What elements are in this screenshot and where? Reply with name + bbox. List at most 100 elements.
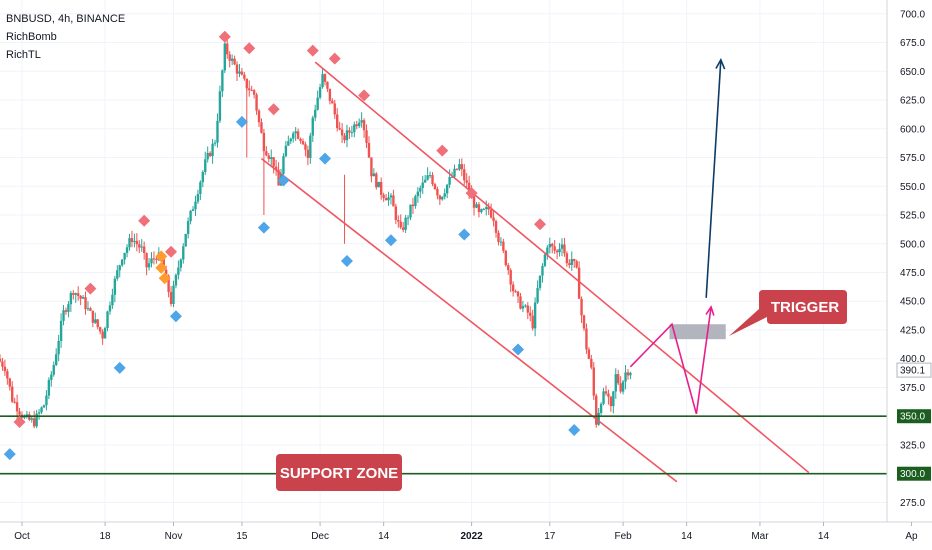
candle-body (438, 195, 442, 200)
candle-body (228, 54, 231, 61)
candle-body (230, 58, 234, 61)
candle-body (267, 155, 270, 159)
candle-body (477, 204, 481, 213)
candle-body (69, 293, 73, 305)
candle-body (541, 265, 544, 276)
candle-body (553, 246, 556, 251)
candle-body (94, 319, 97, 323)
candle-body (101, 331, 104, 339)
price-tick-label: 325.0 (900, 440, 925, 451)
candle-body (265, 151, 268, 156)
candle-body (194, 201, 197, 210)
support-lines (0, 415, 887, 475)
candle-body (135, 240, 139, 245)
candle-body (96, 319, 99, 328)
candle-body (375, 173, 378, 188)
candle-body (204, 159, 207, 172)
candle-body (108, 305, 112, 312)
candle-body (328, 88, 332, 101)
price-tick-label: 700.0 (900, 9, 925, 20)
price-tick-label: 425.0 (900, 325, 925, 336)
candle-body (167, 275, 170, 293)
candle-body (621, 381, 625, 392)
target-arrow-line (705, 59, 722, 298)
candle-body (507, 265, 510, 271)
support-price-tag-box (897, 409, 931, 424)
candle-body (521, 306, 525, 309)
legend-indicator-richtl[interactable]: RichTL (6, 49, 41, 61)
candle-body (604, 391, 608, 394)
candle-body (152, 258, 156, 260)
legend-symbol[interactable]: BNBUSD, 4h, BINANCE (6, 13, 126, 25)
candle-body (23, 416, 26, 418)
candle-body (551, 243, 554, 247)
top-signal-marker (165, 245, 178, 258)
candle-body (270, 157, 273, 159)
bottom-signal-marker (3, 448, 16, 461)
candle-body (182, 246, 185, 260)
top-signal-marker (267, 103, 280, 116)
top-signal-marker (306, 44, 319, 57)
trigger-zone-box (669, 324, 726, 340)
candle-body (590, 358, 593, 368)
candle-body (196, 194, 200, 202)
time-axis-background (0, 522, 932, 550)
support-callout-label: SUPPORT ZONE (280, 465, 398, 482)
support-callout-shape (276, 454, 402, 491)
candle-body (111, 294, 114, 306)
top-signal-marker (465, 187, 478, 200)
candle-body (499, 241, 503, 243)
candle-body (458, 164, 461, 170)
price-tick-label: 625.0 (900, 96, 925, 107)
top-signal-marker (436, 144, 449, 157)
bottom-signal-marker (512, 343, 525, 356)
candle-body (529, 312, 532, 316)
candle-body (489, 209, 493, 218)
candle-body (128, 238, 131, 248)
candle-body (184, 234, 187, 247)
candle-body (384, 197, 388, 201)
candle-body (287, 141, 290, 146)
candle-body (599, 403, 603, 413)
candle-body (47, 379, 51, 396)
legend-indicator-richbomb[interactable]: RichBomb (6, 31, 57, 43)
candle-body (150, 258, 153, 264)
candle-body (331, 100, 334, 104)
candle-body (455, 168, 459, 170)
candle-body (397, 219, 400, 222)
time-tick-label: 14 (378, 531, 390, 542)
candle-body (348, 130, 351, 133)
candle-body (11, 386, 14, 402)
support-price-tag-label: 300.0 (900, 469, 925, 480)
orange-signal-marker (158, 272, 171, 285)
candle-body (463, 169, 466, 181)
candle-body (460, 164, 464, 170)
candle-body (336, 114, 339, 129)
trigger-callout-shape (729, 290, 847, 336)
candle-body (546, 247, 549, 255)
candle-body (624, 372, 627, 382)
candle-body (597, 412, 600, 425)
candle-body (89, 308, 92, 311)
candle-body (511, 284, 515, 292)
candle-body (191, 209, 195, 211)
callouts: TRIGGER SUPPORT ZONE (276, 290, 847, 491)
candle-body (555, 250, 559, 253)
candle-body (55, 354, 58, 365)
orange-signal-marker (155, 261, 168, 274)
candle-body (416, 191, 420, 197)
time-tick-label: 14 (818, 531, 830, 542)
candle-body (255, 94, 258, 111)
candle-body (272, 157, 275, 167)
bottom-signal-marker (568, 424, 581, 437)
candle-body (609, 396, 613, 407)
candle-body (213, 142, 217, 144)
candle-body (538, 275, 542, 288)
candle-body (453, 168, 456, 177)
candle-body (382, 194, 385, 198)
price-tick-label: 525.0 (900, 211, 925, 222)
candle-body (563, 244, 566, 254)
price-tick-label: 500.0 (900, 239, 925, 250)
candle-body (436, 188, 439, 196)
